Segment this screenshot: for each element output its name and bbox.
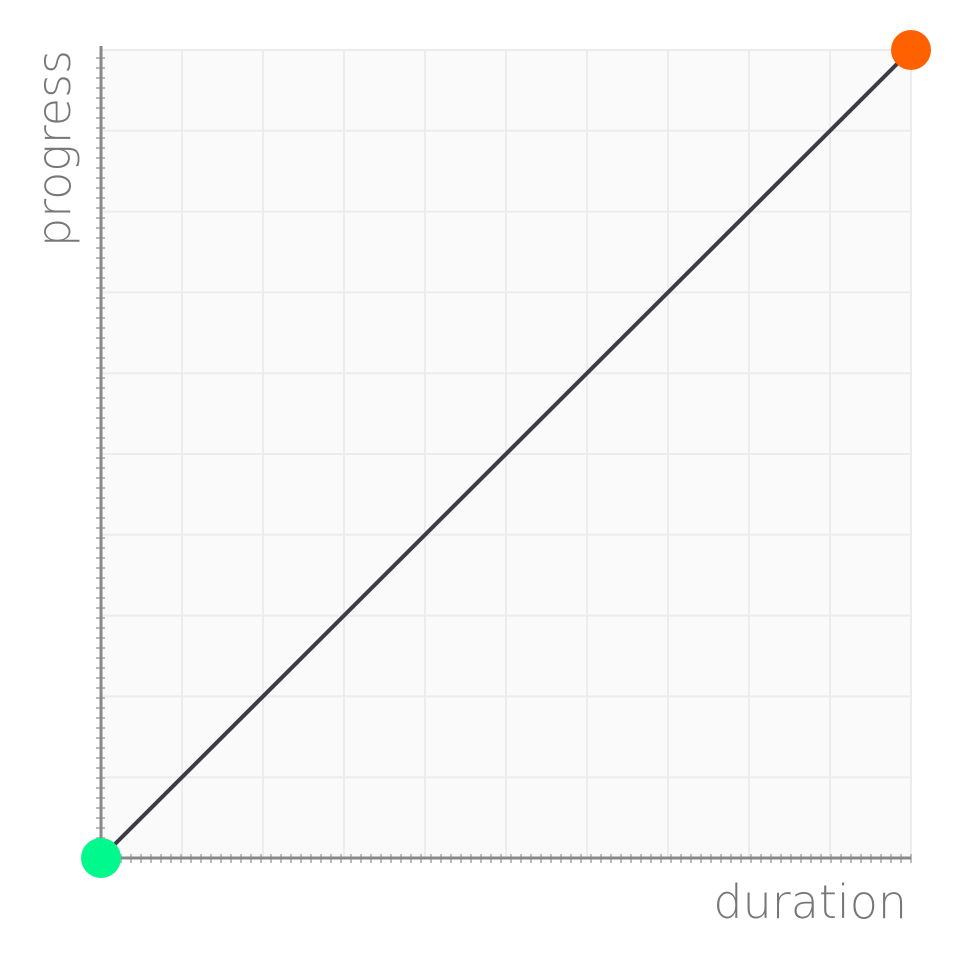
easing-line [99,48,913,860]
end-point [891,30,931,70]
y-axis-label: progress [27,50,81,247]
marks [81,30,931,878]
start-point [81,838,121,878]
x-axis-label: duration [713,875,907,929]
